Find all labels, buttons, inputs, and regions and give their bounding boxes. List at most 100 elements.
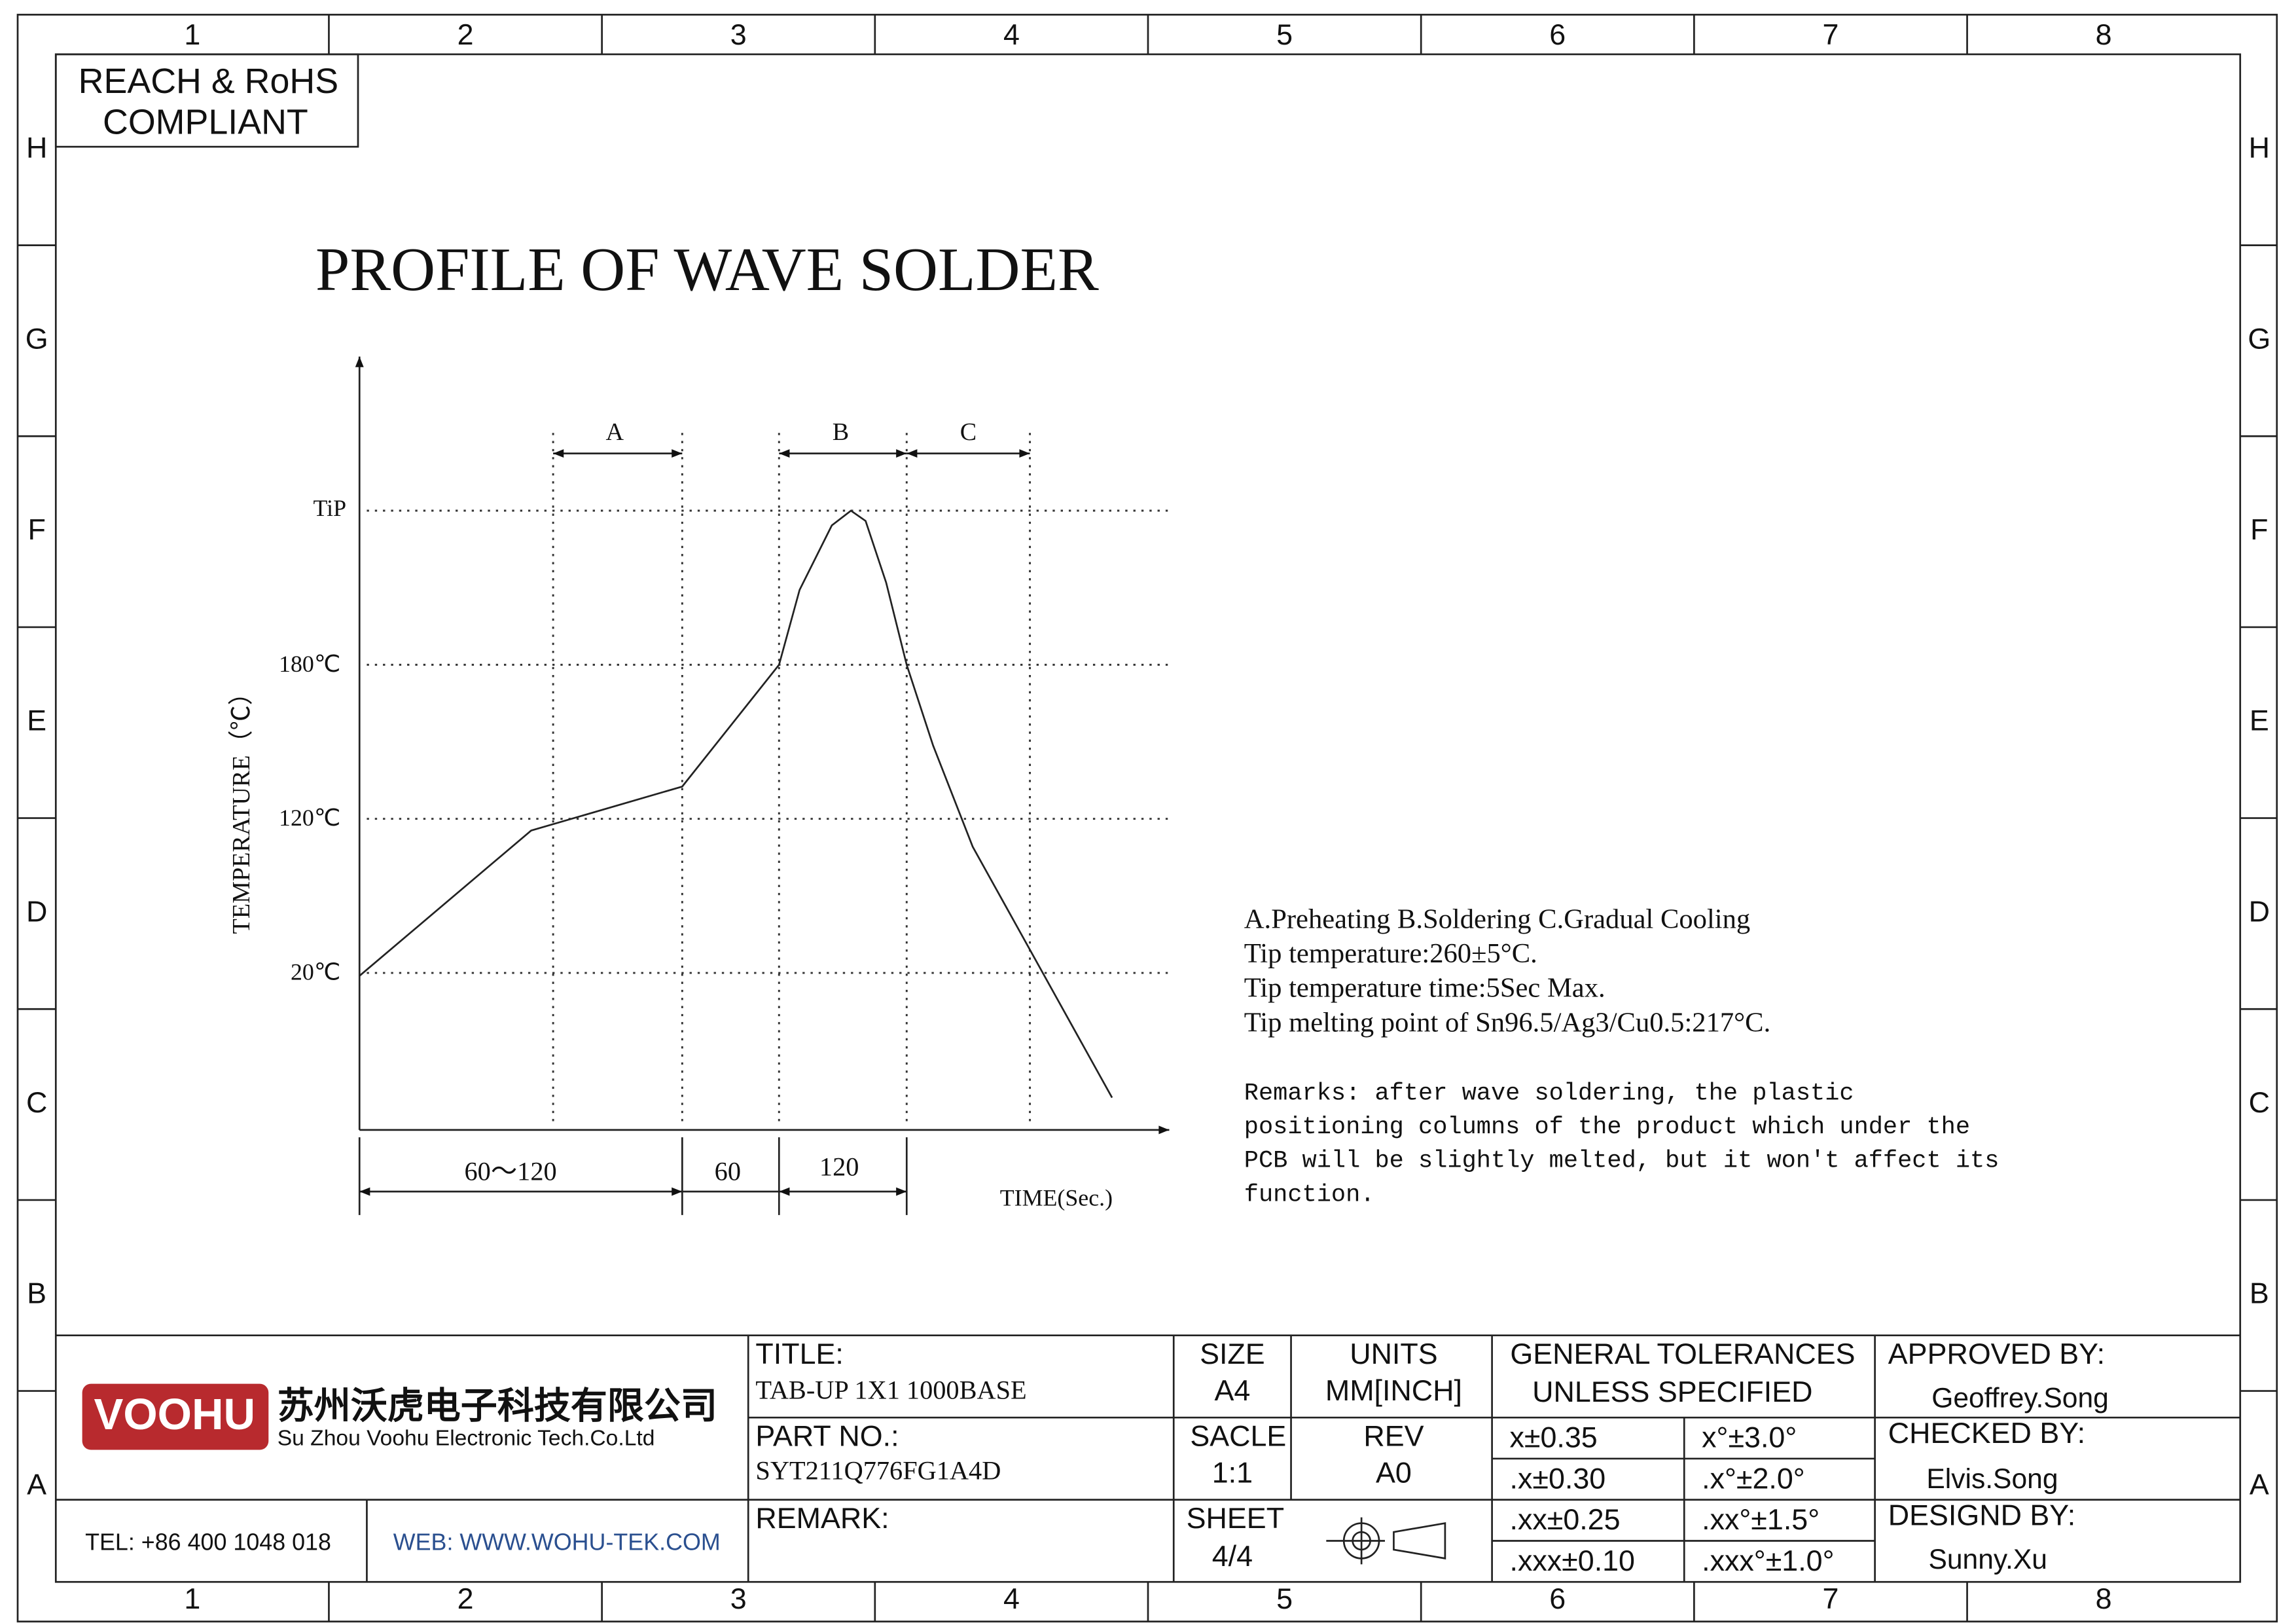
tolerance: .xx°±1.5°	[1702, 1503, 1820, 1536]
field-value: A4	[1214, 1374, 1250, 1407]
duration-label: 120	[819, 1152, 859, 1182]
zone-label: A	[605, 418, 624, 446]
row-label: E	[2250, 704, 2269, 737]
row-label: G	[26, 322, 48, 355]
column-label: 1	[184, 1582, 200, 1615]
diagram-title: PROFILE OF WAVE SOLDER	[315, 236, 1099, 304]
y-label: 180℃	[279, 651, 340, 677]
projection-symbol	[1342, 1522, 1380, 1559]
logo-text: VOOHU	[94, 1390, 256, 1439]
y-label: 20℃	[291, 959, 340, 985]
tolerance: .xxx°±1.0°	[1702, 1544, 1834, 1577]
row-label: F	[2250, 513, 2268, 546]
title-block	[56, 1334, 2240, 1582]
profile-curve	[359, 509, 1113, 1099]
column-label: 8	[2096, 1582, 2112, 1615]
tolerance-header: UNLESS SPECIFIED	[1532, 1376, 1812, 1408]
compliance-text: COMPLIANT	[103, 103, 308, 142]
note-line: Tip temperature:260±5°C.	[1244, 938, 1537, 969]
remark-line: Remarks: after wave soldering, the plast…	[1244, 1080, 1854, 1108]
column-label: 4	[1003, 18, 1020, 51]
field-value: MM[INCH]	[1325, 1374, 1462, 1407]
row-label: D	[2249, 895, 2270, 928]
tolerance: .x°±2.0°	[1702, 1462, 1805, 1495]
zone-label: C	[960, 418, 977, 446]
field-value: Elvis.Song	[1926, 1463, 2058, 1495]
column-label: 4	[1003, 1582, 1020, 1615]
note-line: Tip temperature time:5Sec Max.	[1244, 973, 1605, 1004]
remark-line: function.	[1244, 1181, 1375, 1209]
remark-line: positioning columns of the product which…	[1244, 1114, 1970, 1141]
field-label: APPROVED BY:	[1888, 1338, 2105, 1370]
field-label: CHECKED BY:	[1888, 1417, 2085, 1450]
column-label: 6	[1549, 18, 1566, 51]
field-label: SACLE	[1190, 1419, 1286, 1452]
row-label: C	[26, 1086, 47, 1119]
tel: TEL: +86 400 1048 018	[85, 1529, 331, 1555]
tolerance: .x±0.30	[1510, 1462, 1606, 1495]
field-label: DESIGND BY:	[1888, 1499, 2075, 1531]
field-value: A0	[1376, 1456, 1412, 1489]
field-label: UNITS	[1350, 1338, 1437, 1370]
column-label: 7	[1822, 18, 1839, 51]
company-en: Su Zhou Voohu Electronic Tech.Co.Ltd	[278, 1427, 655, 1451]
column-label: 7	[1822, 1582, 1839, 1615]
column-label: 5	[1276, 1582, 1293, 1615]
notes: A.Preheating B.Soldering C.Gradual Cooli…	[1244, 903, 2000, 1209]
field-label: SHEET	[1187, 1502, 1284, 1535]
column-label: 3	[730, 18, 747, 51]
tolerance: x°±3.0°	[1702, 1421, 1797, 1454]
logo-badge	[82, 1383, 269, 1450]
x-axis-label: TIME(Sec.)	[1000, 1185, 1113, 1211]
guide-lines	[367, 433, 1174, 1123]
title-block-text: TITLE: TAB-UP 1X1 1000BASE PART NO.: SYT211…	[755, 1338, 2108, 1577]
compliance-box	[54, 53, 359, 148]
column-label: 6	[1549, 1582, 1566, 1615]
y-axis-label: TEMPERATURE（℃）	[228, 680, 255, 934]
row-label: D	[26, 895, 47, 928]
column-label: 1	[184, 18, 200, 51]
field-label: REV	[1363, 1419, 1424, 1452]
duration-ticks	[358, 1137, 908, 1215]
remark-line: PCB will be slightly melted, but it won'…	[1244, 1148, 2000, 1175]
row-label: H	[26, 132, 47, 164]
field-value: SYT211Q776FG1A4D	[755, 1456, 1001, 1486]
duration-label: 60～120	[465, 1156, 557, 1186]
zone-label: B	[833, 418, 849, 446]
row-label: G	[2248, 322, 2270, 355]
field-label: TITLE:	[755, 1338, 843, 1370]
column-label: 3	[730, 1582, 747, 1615]
y-label: TiP	[314, 495, 347, 521]
tolerance: x±0.35	[1510, 1421, 1598, 1454]
y-label: 120℃	[279, 805, 340, 831]
column-label: 8	[2096, 18, 2112, 51]
field-label: PART NO.:	[755, 1419, 899, 1452]
projection-symbol	[1352, 1531, 1371, 1551]
row-label: B	[27, 1277, 46, 1310]
field-value: TAB-UP 1X1 1000BASE	[755, 1375, 1026, 1404]
field-value: Geoffrey.Song	[1931, 1383, 2109, 1414]
row-label: H	[2249, 132, 2270, 164]
row-label: E	[27, 704, 46, 737]
field-label: SIZE	[1200, 1338, 1265, 1370]
company-cn: 苏州沃虎电子科技有限公司	[278, 1385, 717, 1427]
projection-symbol	[1326, 1517, 1446, 1565]
field-label: REMARK:	[755, 1502, 889, 1535]
tolerance: .xxx±0.10	[1510, 1544, 1635, 1577]
compliance-text: REACH & RoHS	[79, 62, 338, 101]
column-label: 5	[1276, 18, 1293, 51]
tolerance: .xx±0.25	[1510, 1503, 1621, 1536]
tolerance-header: GENERAL TOLERANCES	[1510, 1338, 1855, 1370]
note-line: Tip melting point of Sn96.5/Ag3/Cu0.5:21…	[1244, 1007, 1770, 1038]
row-label: C	[2249, 1086, 2270, 1119]
note-line: A.Preheating B.Soldering C.Gradual Cooli…	[1244, 903, 1750, 934]
row-label: B	[2250, 1277, 2269, 1310]
field-value: 1:1	[1212, 1456, 1253, 1489]
field-value: Sunny.Xu	[1928, 1544, 2047, 1575]
row-label: F	[27, 513, 45, 546]
column-label: 2	[457, 1582, 474, 1615]
zone-grid: 1 1 2 2 3 3 4 4 5 5 6 6 7 7 8 8 H H G G F F E E D D C C B B A A	[17, 14, 2277, 1622]
column-label: 2	[457, 18, 474, 51]
